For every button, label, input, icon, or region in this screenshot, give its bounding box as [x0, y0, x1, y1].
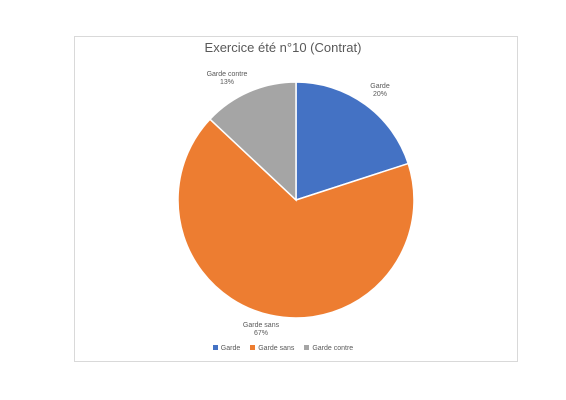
- legend-label-garde-contre: Garde contre: [312, 345, 354, 352]
- legend-label-garde-sans: Garde sans: [258, 345, 295, 352]
- legend-item-garde-sans: Garde sans: [250, 345, 294, 352]
- data-label-garde-value: 20%: [372, 91, 387, 98]
- chart-legend: Garde Garde sans Garde contre: [0, 345, 566, 352]
- pie-slice-garde-sans: [177, 118, 415, 319]
- chart-title: Exercice été n°10 (Contrat): [204, 40, 362, 55]
- data-label-garde-sans-value: 67%: [253, 330, 268, 337]
- data-label-garde-contre: Garde contre 13%: [196, 71, 258, 87]
- legend-label-garde: Garde: [220, 345, 241, 352]
- data-label-garde-sans: Garde sans 67%: [233, 322, 289, 338]
- pie-slice-garde: [295, 81, 410, 202]
- data-label-garde-contre-name: Garde contre: [206, 71, 248, 78]
- data-label-garde-sans-name: Garde sans: [242, 322, 280, 329]
- data-label-garde-contre-value: 13%: [219, 79, 234, 86]
- data-label-garde-name: Garde: [370, 83, 390, 90]
- legend-item-garde-contre: Garde contre: [304, 345, 353, 352]
- data-label-garde: Garde 20%: [360, 83, 400, 99]
- pie-slice-garde-contre: [208, 81, 297, 202]
- legend-swatch-garde-contre: [304, 345, 310, 350]
- legend-swatch-garde: [212, 345, 218, 350]
- legend-item-garde: Garde: [212, 345, 241, 352]
- legend-swatch-garde-sans: [250, 345, 256, 350]
